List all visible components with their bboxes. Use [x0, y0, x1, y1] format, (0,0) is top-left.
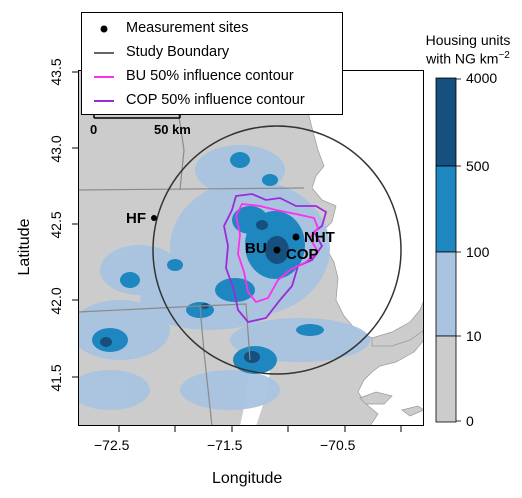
legend-item-cop: COP 50% influence contour — [82, 91, 342, 111]
colorbar-tick-label: 10 — [466, 328, 482, 344]
legend-item-boundary: Study Boundary — [82, 43, 342, 63]
colorbar-band-100 — [435, 251, 457, 337]
colorbar-title-exp: −2 — [498, 50, 510, 61]
x-tick-label: −70.5 — [320, 437, 356, 453]
colorbar-title-line2: with NG km−2 — [416, 50, 520, 67]
legend-label: Study Boundary — [126, 44, 230, 60]
x-axis-label: Longitude — [212, 470, 283, 487]
island — [401, 405, 424, 417]
legend-label: BU 50% influence contour — [126, 68, 294, 84]
colorbar — [435, 77, 461, 423]
dot-icon — [100, 25, 108, 33]
site-marker-bu — [273, 246, 281, 254]
colorbar-tick-label: 100 — [466, 244, 490, 260]
y-ticks — [72, 71, 78, 378]
site-label-hf: HF — [126, 210, 146, 227]
colorbar-tick-label: 500 — [466, 158, 490, 174]
site-label-nht: NHT — [304, 229, 335, 246]
legend-item-sites: Measurement sites — [82, 19, 342, 39]
legend-item-bu: BU 50% influence contour — [82, 67, 342, 87]
line-icon — [94, 100, 114, 102]
bu-contour — [235, 203, 320, 304]
legend-label: COP 50% influence contour — [126, 92, 305, 108]
x-tick-label: −71.5 — [207, 437, 243, 453]
island — [359, 391, 393, 405]
scalebar-start-label: 0 — [90, 122, 98, 137]
colorbar-title-line1: Housing units — [425, 32, 511, 48]
site-label-bu: BU — [245, 240, 267, 257]
colorbar-tick-label: 4000 — [466, 70, 498, 86]
site-label-cop: COP — [286, 246, 319, 263]
density-light — [78, 145, 370, 410]
colorbar-title-text: with NG km — [426, 50, 499, 67]
colorbar-band-4000 — [435, 77, 457, 167]
x-tick-label: −72.5 — [94, 437, 130, 453]
colorbar-band-500 — [435, 165, 457, 253]
site-marker-nht — [292, 233, 300, 241]
x-ticks — [118, 426, 402, 432]
site-marker-hf — [151, 215, 157, 221]
legend-label: Measurement sites — [126, 20, 249, 36]
cape-cod — [371, 299, 424, 347]
scalebar-end-label: 50 km — [154, 122, 191, 137]
colorbar-band-10 — [435, 335, 457, 423]
legend: Measurement sites Study Boundary BU 50% … — [81, 12, 343, 115]
line-icon — [94, 76, 114, 78]
colorbar-tick-label: 0 — [466, 413, 474, 429]
study-boundary — [152, 125, 402, 375]
line-icon — [94, 52, 114, 54]
